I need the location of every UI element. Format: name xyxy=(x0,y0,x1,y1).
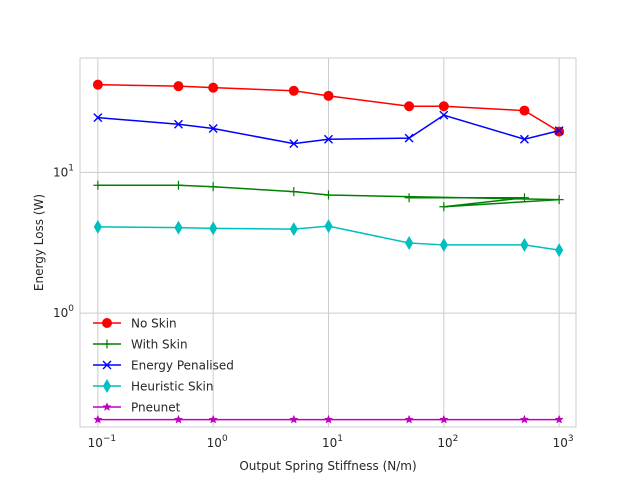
x-tick-label-exp: −1 xyxy=(103,434,116,444)
grid-lines xyxy=(80,58,576,427)
data-point-no-skin xyxy=(404,101,415,112)
data-point-no-skin xyxy=(208,82,219,93)
data-point-no-skin xyxy=(173,81,184,92)
legend-marker-heuristic-skin xyxy=(102,379,112,393)
x-axis-label: Output Spring Stiffness (N/m) xyxy=(239,459,416,473)
x-tick-label-exp: 0 xyxy=(222,434,228,444)
data-point-heuristic-skin xyxy=(439,237,448,252)
data-point-with-skin xyxy=(404,193,414,203)
data-point-heuristic-skin xyxy=(405,235,414,250)
x-tick-label: 100 xyxy=(207,434,228,450)
data-point-no-skin xyxy=(438,101,449,112)
data-point-energy-penalised xyxy=(439,110,449,120)
data-point-energy-penalised xyxy=(519,134,529,144)
data-point-pneunet xyxy=(554,414,564,424)
data-point-pneunet xyxy=(208,414,218,424)
y-axis-label: Energy Loss (W) xyxy=(32,194,46,291)
data-point-energy-penalised xyxy=(93,113,103,123)
x-tick-label-exp: 2 xyxy=(453,434,459,444)
legend-item-no-skin: No Skin xyxy=(93,317,177,331)
data-point-no-skin xyxy=(288,85,299,96)
data-point-heuristic-skin xyxy=(555,243,564,258)
data-point-with-skin xyxy=(289,187,299,197)
legend-marker-energy-penalised xyxy=(102,360,112,370)
legend-label-with-skin: With Skin xyxy=(131,338,188,352)
series-heuristic-skin xyxy=(93,219,564,258)
data-point-energy-penalised xyxy=(208,124,218,134)
data-point-energy-penalised xyxy=(404,133,414,143)
y-tick-label-exp: 0 xyxy=(68,304,74,314)
legend-marker-pneunet xyxy=(102,402,112,411)
x-tick-label-exp: 3 xyxy=(568,434,574,444)
data-point-with-skin xyxy=(208,182,218,192)
x-tick-label-base: 10 xyxy=(553,436,568,450)
x-tick-label-base: 10 xyxy=(322,436,337,450)
data-point-no-skin xyxy=(323,90,334,101)
legend-marker-no-skin xyxy=(102,318,112,328)
legend-item-heuristic-skin: Heuristic Skin xyxy=(93,379,214,394)
y-tick-label: 101 xyxy=(53,163,74,179)
x-tick-label: 10−1 xyxy=(88,434,117,450)
y-tick-label-base: 10 xyxy=(53,306,68,320)
data-point-heuristic-skin xyxy=(324,219,333,234)
data-point-heuristic-skin xyxy=(93,219,102,234)
data-point-energy-penalised xyxy=(554,126,564,136)
data-point-pneunet xyxy=(439,414,449,424)
x-tick-label-base: 10 xyxy=(207,436,222,450)
legend-label-energy-penalised: Energy Penalised xyxy=(131,359,234,373)
x-tick-label-exp: 1 xyxy=(337,434,343,444)
series-layer xyxy=(92,79,565,424)
data-point-energy-penalised xyxy=(173,119,183,129)
legend-label-heuristic-skin: Heuristic Skin xyxy=(131,380,214,394)
plot-frame xyxy=(79,57,577,428)
legend-marker-with-skin xyxy=(102,339,112,349)
series-energy-penalised xyxy=(93,110,564,149)
data-point-pneunet xyxy=(323,414,334,424)
data-point-with-skin xyxy=(519,193,529,203)
legend-label-pneunet: Pneunet xyxy=(131,401,181,415)
data-point-with-skin xyxy=(93,180,103,190)
legend-item-energy-penalised: Energy Penalised xyxy=(93,359,234,373)
y-tick-label-exp: 1 xyxy=(68,163,74,173)
data-point-pneunet xyxy=(404,414,414,424)
y-tick-label: 100 xyxy=(53,304,74,320)
data-point-heuristic-skin xyxy=(209,221,218,236)
series-with-skin xyxy=(93,180,564,212)
data-point-no-skin xyxy=(92,79,103,90)
x-tick-label-base: 10 xyxy=(88,436,103,450)
data-point-pneunet xyxy=(519,414,530,424)
legend: No Skin With Skin Energy Penalised Heuristi… xyxy=(93,317,234,415)
data-point-heuristic-skin xyxy=(289,222,298,237)
x-tick-label: 102 xyxy=(437,434,458,450)
y-tick-label-base: 10 xyxy=(53,165,68,179)
x-tick-label-base: 10 xyxy=(437,436,452,450)
data-point-with-skin xyxy=(554,195,564,205)
data-point-with-skin xyxy=(173,180,183,190)
data-point-pneunet xyxy=(173,414,184,424)
data-point-heuristic-skin xyxy=(174,220,183,235)
series-pneunet xyxy=(93,414,564,424)
data-point-energy-penalised xyxy=(324,134,334,144)
legend-item-pneunet: Pneunet xyxy=(93,401,181,415)
x-tick-label: 103 xyxy=(553,434,574,450)
legend-label-no-skin: No Skin xyxy=(131,317,177,331)
data-point-energy-penalised xyxy=(289,139,299,149)
data-point-no-skin xyxy=(519,105,530,116)
x-tick-label: 101 xyxy=(322,434,343,450)
data-point-pneunet xyxy=(93,414,103,424)
x-axis-ticks: 10−1 100 101 102 103 xyxy=(88,434,574,450)
data-point-with-skin xyxy=(324,190,334,200)
legend-item-with-skin: With Skin xyxy=(93,338,188,352)
data-point-heuristic-skin xyxy=(520,237,529,252)
data-point-pneunet xyxy=(289,414,299,424)
series-no-skin xyxy=(92,79,565,137)
data-point-with-skin xyxy=(439,202,449,212)
